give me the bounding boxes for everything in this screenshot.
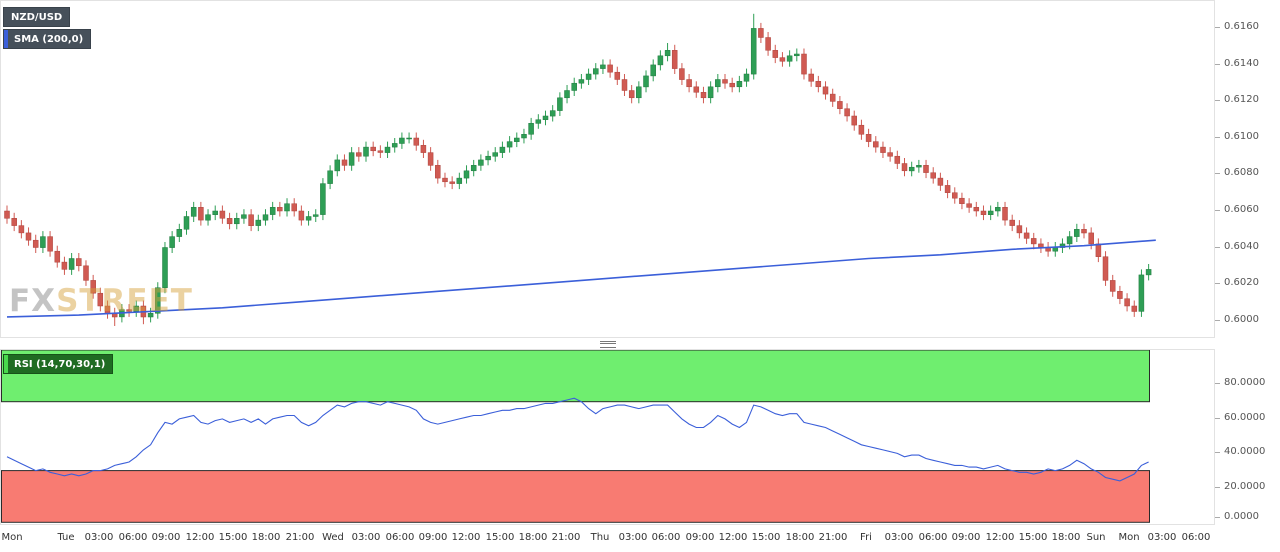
price-axis[interactable]: 0.6160 0.6140 0.6120 0.6100 0.6080 0.6060 0.60… bbox=[1215, 0, 1280, 338]
price-tickmark bbox=[1215, 173, 1220, 174]
rsi-tick-label: 40.0000 bbox=[1224, 446, 1266, 457]
time-axis-label: Thu bbox=[590, 532, 610, 543]
symbol-label: NZD/USD bbox=[11, 11, 63, 23]
price-chart-canvas[interactable] bbox=[1, 1, 1214, 337]
time-axis-label: 09:00 bbox=[418, 532, 448, 543]
time-axis-label: 21:00 bbox=[285, 532, 315, 543]
rsi-axis[interactable]: 80.0000 60.0000 40.0000 20.0000 0.0000 bbox=[1215, 349, 1280, 525]
time-axis-label: 15:00 bbox=[1018, 532, 1048, 543]
price-tick-label: 0.6020 bbox=[1224, 277, 1259, 288]
rsi-tickmark bbox=[1215, 517, 1220, 518]
time-axis-label: 21:00 bbox=[818, 532, 848, 543]
rsi-label: RSI (14,70,30,1) bbox=[14, 358, 106, 370]
time-axis-label: 03:00 bbox=[618, 532, 648, 543]
time-axis-label: 09:00 bbox=[951, 532, 981, 543]
time-axis-label: 09:00 bbox=[151, 532, 181, 543]
sma-color-swatch bbox=[4, 30, 8, 48]
rsi-tickmark bbox=[1215, 383, 1220, 384]
time-axis-label: 18:00 bbox=[1051, 532, 1081, 543]
time-axis-label: 06:00 bbox=[651, 532, 681, 543]
price-tickmark bbox=[1215, 247, 1220, 248]
price-tick-label: 0.6060 bbox=[1224, 204, 1259, 215]
pane-splitter[interactable] bbox=[0, 338, 1215, 349]
rsi-pane[interactable]: RSI (14,70,30,1) bbox=[0, 349, 1215, 525]
time-axis-label: 03:00 bbox=[84, 532, 114, 543]
rsi-tick-label: 80.0000 bbox=[1224, 377, 1266, 388]
time-axis-label: 18:00 bbox=[518, 532, 548, 543]
rsi-tick-label: 20.0000 bbox=[1224, 481, 1266, 492]
rsi-color-swatch bbox=[4, 355, 8, 373]
price-tick-label: 0.6100 bbox=[1224, 131, 1259, 142]
symbol-badge[interactable]: NZD/USD bbox=[3, 7, 71, 27]
time-axis-label: Wed bbox=[322, 532, 344, 543]
time-axis-label: Mon bbox=[1118, 532, 1140, 543]
rsi-line bbox=[6, 397, 1149, 482]
time-axis-label: 12:00 bbox=[718, 532, 748, 543]
candles-layer bbox=[4, 13, 1152, 326]
time-axis-label: 06:00 bbox=[918, 532, 948, 543]
price-tickmark bbox=[1215, 100, 1220, 101]
time-axis-label: Mon bbox=[1, 532, 23, 543]
price-tick-label: 0.6120 bbox=[1224, 94, 1259, 105]
price-tickmark bbox=[1215, 137, 1220, 138]
time-axis-label: 06:00 bbox=[1181, 532, 1211, 543]
time-axis-label: 03:00 bbox=[884, 532, 914, 543]
time-axis-label: 06:00 bbox=[385, 532, 415, 543]
time-axis-label: 15:00 bbox=[751, 532, 781, 543]
time-axis-label: 12:00 bbox=[185, 532, 215, 543]
time-axis-label: Tue bbox=[57, 532, 75, 543]
rsi-tick-label: 0.0000 bbox=[1224, 511, 1259, 522]
time-axis-label: 12:00 bbox=[451, 532, 481, 543]
oversold-zone bbox=[1, 470, 1150, 523]
splitter-grip-icon[interactable] bbox=[599, 341, 616, 348]
price-tick-label: 0.6000 bbox=[1224, 314, 1259, 325]
price-tickmark bbox=[1215, 27, 1220, 28]
time-axis-label: 21:00 bbox=[551, 532, 581, 543]
overbought-zone bbox=[1, 350, 1150, 403]
rsi-tickmark bbox=[1215, 418, 1220, 419]
rsi-tickmark bbox=[1215, 487, 1220, 488]
time-axis-label: 03:00 bbox=[1147, 532, 1177, 543]
sma-indicator-badge[interactable]: SMA (200,0) bbox=[3, 29, 92, 49]
time-axis-label: 03:00 bbox=[351, 532, 381, 543]
price-tickmark bbox=[1215, 283, 1220, 284]
sma-label: SMA (200,0) bbox=[14, 33, 84, 45]
time-axis-label: 09:00 bbox=[685, 532, 715, 543]
price-tick-label: 0.6080 bbox=[1224, 167, 1259, 178]
rsi-indicator-badge[interactable]: RSI (14,70,30,1) bbox=[3, 354, 114, 374]
time-axis-label: 12:00 bbox=[985, 532, 1015, 543]
rsi-tickmark bbox=[1215, 452, 1220, 453]
rsi-chart-canvas[interactable] bbox=[1, 350, 1214, 524]
price-pane[interactable]: FXSTREET NZD/USD SMA (200,0) bbox=[0, 0, 1215, 338]
price-tick-label: 0.6140 bbox=[1224, 58, 1259, 69]
time-axis-label: Fri bbox=[860, 532, 872, 543]
price-tickmark bbox=[1215, 64, 1220, 65]
price-tickmark bbox=[1215, 320, 1220, 321]
time-axis-label: Sun bbox=[1086, 532, 1106, 543]
price-tick-label: 0.6040 bbox=[1224, 241, 1259, 252]
time-axis-label: 18:00 bbox=[785, 532, 815, 543]
time-axis-label: 06:00 bbox=[118, 532, 148, 543]
price-tickmark bbox=[1215, 210, 1220, 211]
time-axis-label: 18:00 bbox=[251, 532, 281, 543]
rsi-tick-label: 60.0000 bbox=[1224, 412, 1266, 423]
sma-line bbox=[6, 239, 1156, 318]
price-tick-label: 0.6160 bbox=[1224, 21, 1259, 32]
time-axis[interactable]: Mon Tue 03:00 06:00 09:00 12:00 15:00 18:00 21:0… bbox=[0, 530, 1280, 548]
time-axis-label: 15:00 bbox=[485, 532, 515, 543]
time-axis-label: 15:00 bbox=[218, 532, 248, 543]
